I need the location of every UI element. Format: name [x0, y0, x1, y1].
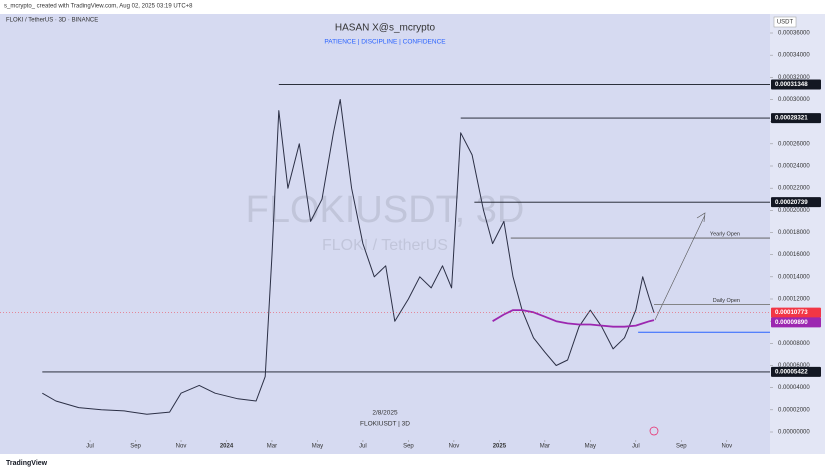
- price-tag: [771, 79, 821, 90]
- x-tick-label: Sep: [130, 444, 141, 450]
- y-tick-label: 0.00016000: [778, 252, 810, 258]
- price-tag-label: 0.00010773: [775, 309, 808, 316]
- y-tick-label: 0.00022000: [778, 186, 810, 192]
- level-label: Yearly Open: [710, 231, 740, 237]
- chart-title: HASAN X@s_mcrypto: [335, 23, 436, 34]
- y-tick-label: 0.00032000: [778, 75, 810, 81]
- footer: TradingView: [6, 460, 48, 467]
- y-tick-label: 0.00030000: [778, 97, 810, 103]
- currency-box[interactable]: [773, 16, 797, 28]
- y-tick-label: 0.00020000: [778, 208, 810, 214]
- x-tick-label: May: [585, 444, 596, 450]
- price-tag-label: 0.00020739: [775, 199, 808, 206]
- symbol: FLOKI / TetherUS · 3D · BINANCE: [6, 18, 98, 24]
- y-tick-label: 0.00014000: [778, 274, 810, 280]
- price-tag: [771, 113, 821, 124]
- y-tick-label: 0.00036000: [778, 31, 810, 37]
- price-tag: [771, 366, 821, 377]
- footer-bar: [0, 454, 825, 471]
- y-tick-label: 0.00002000: [778, 407, 810, 413]
- caption: FLOKIUSDT | 3D: [360, 421, 410, 428]
- caption: 2/8/2025: [372, 410, 398, 417]
- price-tag: [771, 197, 821, 208]
- x-tick-label: Mar: [267, 444, 277, 450]
- y-tick-label: 0.00026000: [778, 141, 810, 147]
- watermark: FLOKIUSDT, 3D: [246, 189, 525, 231]
- price-tag: [771, 317, 821, 328]
- y-tick-label: 0.00004000: [778, 385, 810, 391]
- price-tag-label: 0.00028321: [775, 115, 808, 122]
- x-tick-label: May: [312, 444, 323, 450]
- chart-subtitle: PATIENCE | DISCIPLINE | CONFIDENCE: [324, 39, 446, 46]
- y-tick-label: 0.00034000: [778, 53, 810, 59]
- y-tick-label: 0.00018000: [778, 230, 810, 236]
- plot-area: [0, 14, 770, 454]
- x-tick-label: Sep: [403, 444, 414, 450]
- y-tick-label: 0.00012000: [778, 297, 810, 303]
- price-tag-label: 0.00031348: [775, 81, 808, 88]
- price-tag: [771, 307, 821, 318]
- y-tick-label: 0.00024000: [778, 164, 810, 170]
- x-tick-label: Nov: [449, 444, 460, 450]
- x-tick-label: Mar: [540, 444, 550, 450]
- y-tick-label: 0.00000000: [778, 430, 810, 436]
- x-tick-label: 2025: [493, 444, 507, 450]
- moving-average: [492, 309, 655, 328]
- x-tick-label: Nov: [176, 444, 187, 450]
- price-line: [42, 99, 655, 415]
- level-label: Daily Open: [713, 298, 740, 304]
- price-tag-label: 0.00005422: [775, 369, 808, 376]
- x-tick-label: Sep: [676, 444, 687, 450]
- x-tick-label: Jul: [632, 444, 640, 450]
- price-tag-label: 0.00009890: [775, 319, 808, 326]
- watermark-sub: FLOKI / TetherUS: [322, 237, 448, 254]
- x-tick-label: 2024: [220, 444, 234, 450]
- x-tick-label: Nov: [721, 444, 732, 450]
- x-tick-label: Jul: [359, 444, 367, 450]
- event-icon[interactable]: [649, 426, 659, 436]
- projection-arrow: [654, 212, 706, 321]
- y-tick-label: 0.00008000: [778, 341, 810, 347]
- y-tick-label: 0.00006000: [778, 363, 810, 369]
- header: s_mcrypto_ created with TradingView.com,…: [4, 4, 193, 10]
- currency[interactable]: USDT: [777, 20, 794, 26]
- x-tick-label: Jul: [86, 444, 94, 450]
